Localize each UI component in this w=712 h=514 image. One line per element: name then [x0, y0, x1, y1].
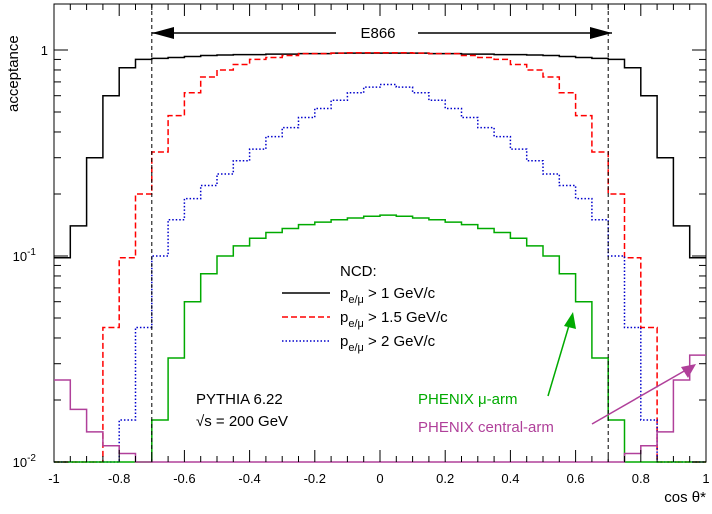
series-p1-line	[54, 52, 706, 259]
mu-arm-label: PHENIX μ-arm	[418, 391, 518, 408]
x-tick-label: -0.2	[304, 471, 326, 486]
legend-label-p1: pe/μ > 1 GeV/c	[340, 285, 436, 306]
e866-label: E866	[360, 25, 395, 42]
energy-label: √s = 200 GeV	[196, 413, 288, 430]
x-tick-label: -0.4	[238, 471, 260, 486]
x-tick-label: 1	[702, 471, 709, 486]
central-arm-arrow	[591, 364, 696, 425]
legend-title: NCD:	[340, 263, 377, 280]
x-tick-label: 0.8	[632, 471, 650, 486]
x-axis-label: cos θ*	[664, 489, 706, 506]
axis-ticks: -1 -0.8 -0.6 -0.4 -0.2 0 0.2 0.4 0.6 0.8 1 1 10-1 10-…	[13, 4, 710, 486]
y-tick-label: 1	[41, 43, 48, 58]
x-tick-label: -1	[48, 471, 60, 486]
series-p15-line	[54, 51, 706, 463]
mu-arm-arrow	[547, 312, 576, 397]
generator-label: PYTHIA 6.22	[196, 391, 283, 408]
x-tick-label: -0.6	[173, 471, 195, 486]
y-axis-label: acceptance	[5, 35, 22, 112]
x-tick-label: 0.6	[567, 471, 585, 486]
series-mu-line	[54, 214, 706, 463]
x-tick-label: 0	[376, 471, 383, 486]
legend: NCD: pe/μ > 1 GeV/c pe/μ > 1.5 GeV/c pe/μ …	[282, 263, 448, 354]
e866-acceptance-lines	[151, 4, 609, 462]
e866-range-arrow: E866	[152, 25, 612, 42]
x-tick-label: 0.4	[501, 471, 519, 486]
y-tick-label: 10-2	[13, 453, 37, 470]
y-tick-label: 10-1	[13, 247, 37, 264]
legend-label-p2: pe/μ > 2 GeV/c	[340, 333, 436, 354]
central-arm-label: PHENIX central-arm	[418, 419, 554, 436]
x-tick-label: -0.8	[108, 471, 130, 486]
x-tick-label: 0.2	[436, 471, 454, 486]
legend-label-p15: pe/μ > 1.5 GeV/c	[340, 309, 448, 330]
